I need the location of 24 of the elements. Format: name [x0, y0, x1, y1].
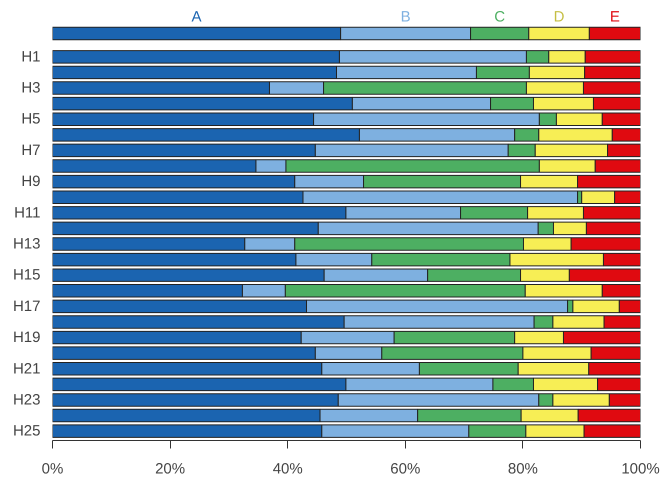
series-label: B [400, 8, 411, 26]
y-tick-label: H17 [12, 298, 41, 315]
y-tick-label: H11 [14, 204, 40, 222]
y-tick-label: H15 [12, 266, 41, 284]
x-tick-label: 20% [155, 460, 186, 478]
series-label: D [554, 8, 565, 26]
y-tick-label: H23 [12, 391, 41, 408]
series-label: E [610, 8, 620, 26]
y-tick-label: H13 [12, 235, 41, 252]
y-tick-label: H3 [21, 80, 41, 97]
x-tick-label: 80% [508, 460, 538, 478]
y-tick-label: H5 [21, 110, 41, 128]
y-tick-label: H25 [12, 422, 41, 440]
y-tick-label: H1 [21, 48, 41, 66]
x-tick-label: 0% [42, 460, 64, 478]
y-tick-label: H21 [12, 360, 41, 378]
y-tick-label: H9 [21, 173, 41, 190]
x-tick-label: 40% [272, 460, 303, 478]
x-tick-label: 100% [621, 460, 660, 478]
y-tick-label: H19 [12, 329, 41, 346]
y-tick-label: H7 [21, 142, 41, 159]
series-label: C [494, 8, 506, 26]
x-tick-label: 60% [390, 460, 420, 478]
series-label: A [192, 8, 202, 26]
